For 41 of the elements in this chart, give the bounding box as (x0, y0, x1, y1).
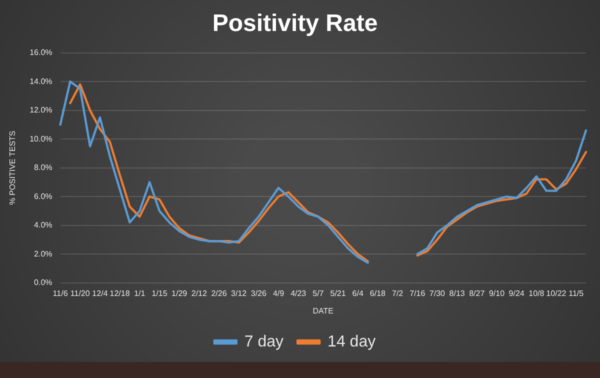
chart-title: Positivity Rate (212, 10, 378, 38)
legend-label: 7 day (244, 333, 284, 350)
x-tick-label: 6/18 (370, 288, 386, 298)
x-tick-label: 7/30 (429, 288, 446, 298)
x-tick-label: 3/12 (231, 288, 248, 298)
x-tick-label: 12/4 (92, 288, 108, 298)
y-tick-label: 12.0% (30, 106, 52, 115)
x-tick-label: 10/22 (546, 288, 567, 298)
x-tick-label: 5/7 (312, 288, 324, 298)
y-tick-label: 10.0% (30, 134, 52, 144)
x-tick-label: 3/26 (250, 288, 267, 298)
x-tick-label: 2/26 (211, 288, 228, 298)
y-axis-title: % POSITIVE TESTS (8, 130, 18, 205)
x-tick-label: 4/23 (290, 288, 307, 298)
x-tick-label: 11/6 (52, 288, 68, 298)
x-tick-label: 2/12 (191, 288, 208, 298)
y-tick-label: 4.0% (34, 220, 52, 230)
x-tick-label: 11/5 (568, 288, 584, 298)
x-tick-label: 1/29 (172, 288, 188, 298)
x-tick-label: 5/21 (330, 288, 346, 298)
x-tick-label: 8/27 (469, 288, 486, 298)
x-tick-label: 7/2 (392, 288, 404, 298)
legend-label: 14 day (328, 333, 376, 350)
x-tick-label: 8/13 (449, 288, 466, 298)
x-tick-label: 9/10 (488, 288, 506, 298)
y-tick-label: 2.0% (34, 249, 52, 258)
x-tick-label: 7/16 (410, 288, 426, 298)
x-tick-label: 4/9 (272, 288, 285, 298)
x-tick-label: 12/18 (110, 288, 130, 298)
y-tick-label: 8.0% (34, 163, 52, 172)
x-tick-label: 11/20 (70, 288, 90, 298)
x-tick-label: 9/24 (508, 288, 525, 298)
x-axis-title: DATE (312, 306, 334, 316)
y-tick-label: 14.0% (30, 76, 52, 86)
y-tick-label: 6.0% (34, 192, 52, 201)
y-tick-label: 16.0% (30, 48, 52, 58)
x-tick-label: 1/1 (134, 288, 146, 298)
x-tick-label: 10/8 (528, 288, 545, 298)
y-tick-label: 0.0% (34, 278, 52, 288)
x-tick-label: 6/4 (352, 288, 364, 298)
x-tick-label: 1/15 (152, 288, 168, 298)
